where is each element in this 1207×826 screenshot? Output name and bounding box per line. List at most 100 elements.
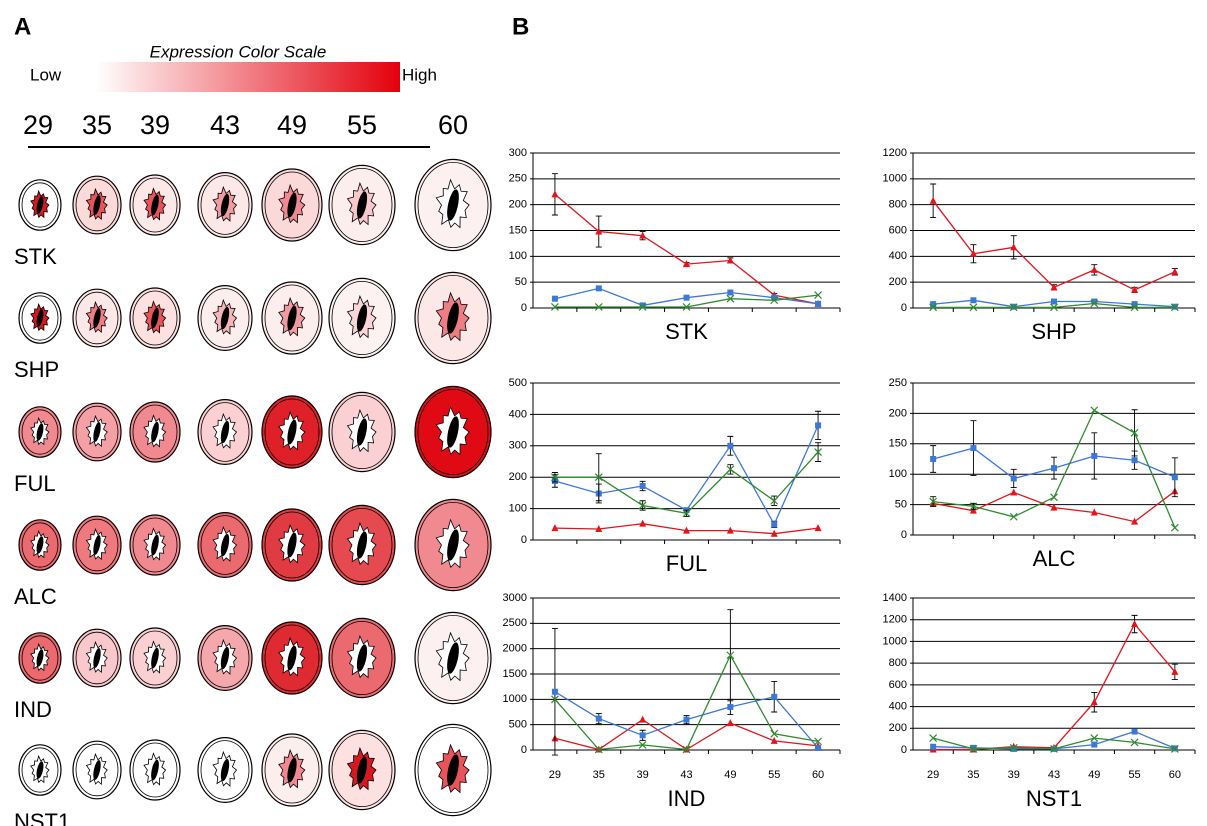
y-tick-label: 0 xyxy=(521,302,527,314)
fruit-center xyxy=(356,304,368,332)
marker xyxy=(594,473,603,482)
marker xyxy=(930,301,937,308)
x-tick-label: 39 xyxy=(1008,769,1020,781)
chart-title: SHP xyxy=(1031,319,1076,344)
marker xyxy=(1090,299,1099,308)
fruit-center xyxy=(151,307,159,329)
marker xyxy=(771,521,778,528)
fruit-icon xyxy=(328,617,396,699)
fruit-icon xyxy=(18,179,62,231)
fruit-wall-inner xyxy=(132,290,178,346)
fruit-center xyxy=(220,193,230,217)
marker xyxy=(969,506,977,514)
marker xyxy=(638,501,647,510)
marker xyxy=(815,300,822,307)
y-tick-label: 300 xyxy=(509,147,527,159)
x-tick-label: 60 xyxy=(1169,769,1181,781)
y-tick-label: 150 xyxy=(509,224,527,236)
stage-label: 60 xyxy=(438,110,468,140)
fruit-center xyxy=(220,533,230,557)
gene-label: STK xyxy=(14,244,57,269)
fruit-center xyxy=(447,302,459,334)
y-tick-label: 200 xyxy=(889,407,907,419)
y-tick-label: 150 xyxy=(889,438,907,450)
marker xyxy=(639,519,647,527)
fruit-wall-inner xyxy=(75,743,119,797)
fruit-icon xyxy=(328,391,396,473)
y-tick-label: 250 xyxy=(889,377,907,389)
marker xyxy=(683,526,690,534)
fruit-wall-inner xyxy=(75,631,119,685)
marker xyxy=(595,525,603,533)
fruit-wall-inner xyxy=(200,288,250,348)
y-tick-label: 300 xyxy=(509,440,527,452)
fruit-wall-inner xyxy=(132,404,178,460)
x-tick-label: 43 xyxy=(680,769,692,781)
y-tick-label: 400 xyxy=(889,250,907,262)
y-tick-label: 1500 xyxy=(503,668,527,680)
marker xyxy=(639,302,646,309)
marker xyxy=(551,524,559,532)
marker xyxy=(1050,744,1058,753)
marker xyxy=(1050,503,1058,511)
scale-low: Low xyxy=(30,65,62,84)
fruit-icon xyxy=(414,611,492,705)
fruit-wall-inner xyxy=(200,515,250,575)
marker xyxy=(639,732,646,739)
marker xyxy=(929,303,938,312)
marker xyxy=(929,196,937,204)
fruit-icon xyxy=(414,723,492,817)
marker xyxy=(970,744,977,751)
fruit-wall-inner xyxy=(200,740,250,800)
y-tick-label: 100 xyxy=(889,468,907,480)
fruit-center xyxy=(36,536,44,554)
fruit-wall-inner xyxy=(264,736,320,804)
marker xyxy=(1010,243,1018,251)
fruit-center xyxy=(93,535,101,555)
fruit-icon xyxy=(18,744,62,796)
x-tick-label: 55 xyxy=(1128,769,1140,781)
marker xyxy=(1009,512,1018,521)
fruit-center xyxy=(93,308,101,328)
fruit-wall-inner xyxy=(132,742,178,798)
fruit-icon xyxy=(129,287,181,349)
marker xyxy=(682,745,691,754)
marker xyxy=(683,294,690,301)
fruit-icon xyxy=(197,172,253,239)
fruit-wall-inner xyxy=(264,624,320,692)
fruit-center xyxy=(151,647,159,669)
fruit-wall-inner xyxy=(331,733,393,808)
marker xyxy=(1131,517,1139,525)
x-tick-label: 29 xyxy=(549,769,561,781)
fruit-center xyxy=(93,195,101,215)
y-tick-label: 200 xyxy=(509,471,527,483)
fruit-wall-inner xyxy=(264,398,320,466)
x-tick-label: 29 xyxy=(927,769,939,781)
fruit-icon xyxy=(261,281,323,355)
y-tick-label: 600 xyxy=(889,679,907,691)
fruit-center xyxy=(287,532,297,558)
y-tick-label: 1000 xyxy=(503,693,527,705)
fruit-wall-inner xyxy=(21,295,59,341)
panel-label: B xyxy=(512,13,529,40)
marker xyxy=(726,256,734,264)
fruit-center xyxy=(151,194,159,216)
fruit-icon xyxy=(72,628,122,688)
fruit-wall-inner xyxy=(21,522,59,568)
marker xyxy=(1171,474,1178,481)
marker xyxy=(930,743,937,750)
y-tick-label: 600 xyxy=(889,224,907,236)
y-tick-label: 1200 xyxy=(883,614,907,626)
marker xyxy=(1131,285,1139,293)
fruit-icon xyxy=(414,158,492,252)
marker xyxy=(1090,508,1098,516)
y-tick-label: 0 xyxy=(901,529,907,541)
marker xyxy=(551,303,559,311)
marker xyxy=(815,744,822,751)
marker xyxy=(682,303,691,311)
marker xyxy=(683,716,690,723)
fruit-center xyxy=(36,649,44,667)
y-tick-label: 400 xyxy=(509,408,527,420)
fruit-icon xyxy=(328,504,396,586)
stage-label: 43 xyxy=(210,110,240,140)
